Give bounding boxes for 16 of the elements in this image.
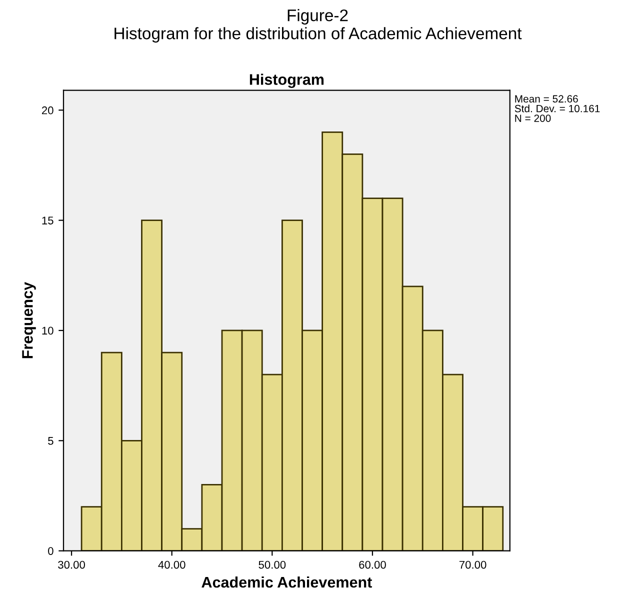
y-axis-title: Frequency (22, 282, 36, 358)
x-tick-label: 60.00 (359, 560, 386, 569)
y-tick-label: 5 (48, 437, 54, 445)
text: Histogram (250, 74, 324, 88)
chart-subtitle: Histogram for the distribution of Academic Achievement (114, 27, 522, 43)
y-tick-label: 20 (42, 106, 54, 114)
chart-title: Figure-2 (288, 9, 348, 25)
x-tick-label: 40.00 (158, 560, 186, 569)
text: Mean = 52.66 Std. Dev. = 10.161 N = 200 (514, 95, 600, 122)
y-tick-label: 10 (42, 326, 54, 335)
y-tick-label: 0 (48, 547, 54, 555)
x-tick-label: 50.00 (258, 560, 286, 569)
x-tick-label: 70.00 (459, 560, 486, 569)
x-axis-title: Academic Achievement (202, 576, 372, 588)
x-tick-label: 30.00 (58, 560, 85, 569)
y-tick-label: 15 (42, 216, 54, 224)
